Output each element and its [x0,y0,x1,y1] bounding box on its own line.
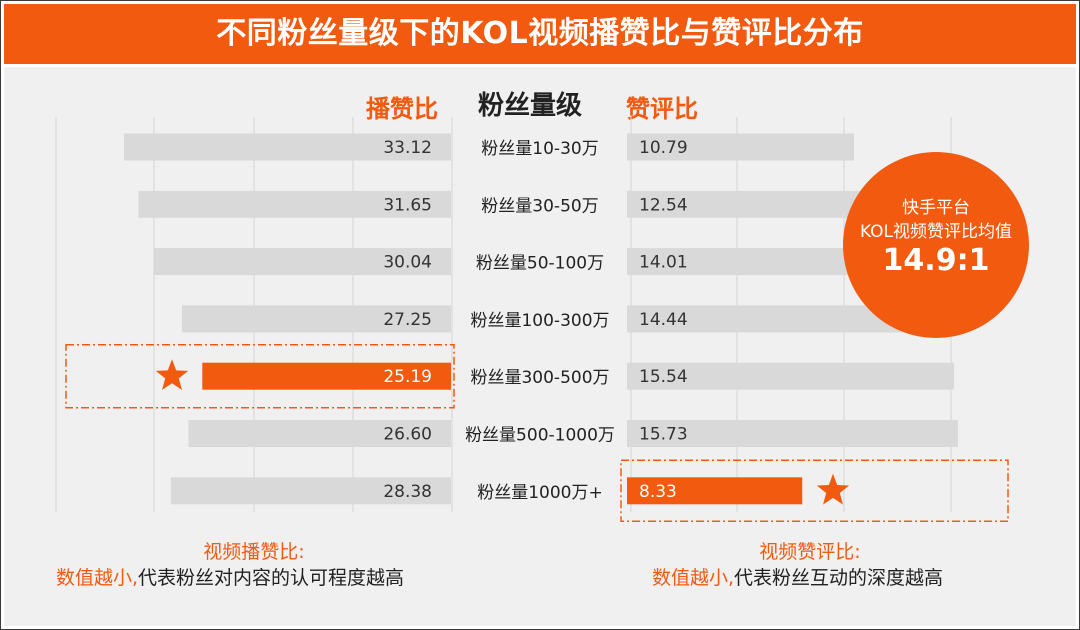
left-bar [170,477,451,505]
left-note-rest: 代表粉丝对内容的认可程度越高 [138,567,405,589]
left-note-title: 视频播赞比: [203,541,305,563]
right-bar-label: 8.33 [639,482,677,502]
left-bar-label: 26.60 [383,425,432,445]
left-bar-label: 25.19 [383,367,432,387]
left-bar [188,420,452,447]
callout-line2: KOL视频赞评比均值 [859,222,1013,242]
right-note-title: 视频赞评比: [759,541,861,563]
left-star-icon [155,359,189,390]
left-bar [154,248,451,276]
left-note: 数值越小,代表粉丝对内容的认可程度越高 [56,563,476,590]
right-star-icon [816,473,850,505]
callout-bubble-shape [843,152,1029,338]
left-bar-label: 28.38 [383,482,432,502]
category-label: 粉丝量1000万+ [477,483,603,503]
right-bar-label: 12.54 [639,195,688,215]
right-note-rest: 代表粉丝互动的深度越高 [734,567,944,589]
category-label: 粉丝量30-50万 [481,196,598,216]
right-bar [627,420,958,447]
right-bar-label: 10.79 [639,138,688,158]
callout-line1: 快手平台 [902,198,970,218]
left-series-header: 播赞比 [366,95,438,123]
right-bar [627,190,891,218]
right-bar-label: 14.01 [639,253,688,273]
left-bar-label: 33.12 [383,138,432,158]
right-note: 数值越小,代表粉丝互动的深度越高 [652,563,992,590]
right-bar-label: 14.44 [639,310,688,330]
category-label: 粉丝量50-100万 [476,254,604,274]
right-highlight-box [620,459,1009,523]
left-bar [181,305,451,333]
left-bar [202,362,451,390]
right-bar-label: 15.73 [639,425,688,445]
right-bar-label: 15.54 [639,367,688,387]
right-note-highlight: 数值越小, [652,567,735,589]
left-highlight-box [65,343,455,409]
left-bar-label: 27.25 [383,310,432,330]
category-label: 粉丝量10-30万 [481,139,598,159]
center-axis-header: 粉丝量级 [478,91,583,121]
left-bar [124,133,451,161]
left-note-highlight: 数值越小, [56,567,139,589]
right-bar [627,133,854,161]
title-bar: 不同粉丝量级下的KOL视频播赞比与赞评比分布 [4,4,1076,64]
page-title: 不同粉丝量级下的KOL视频播赞比与赞评比分布 [216,16,864,51]
left-bar [138,190,451,218]
left-bar-label: 30.04 [383,253,432,273]
left-bar-label: 31.65 [383,195,432,215]
right-bar [627,477,803,505]
right-bar [627,362,954,390]
right-series-header: 赞评比 [626,95,698,123]
category-label: 粉丝量500-1000万 [465,426,615,446]
callout-value: 14.9:1 [882,243,990,278]
chart-panel: 播赞比 粉丝量级 赞评比 33.12 10.79 粉丝量10-30万 31.65 12.… [4,67,1076,626]
category-label: 粉丝量100-300万 [470,311,609,331]
category-label: 粉丝量300-500万 [470,368,609,388]
